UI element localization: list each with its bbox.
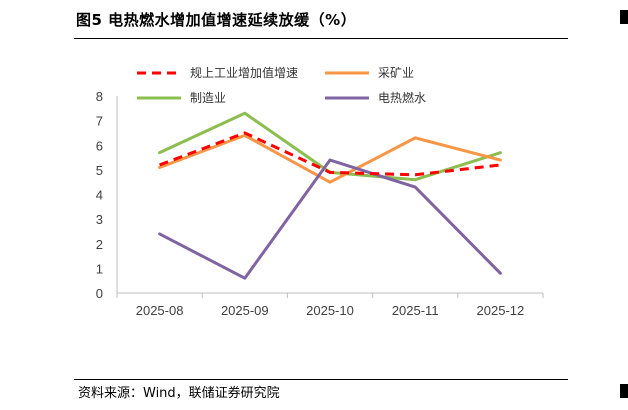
y-tick-labels: 0 1 2 3 4 5 6 7 8 <box>96 89 103 301</box>
series-line-4 <box>158 158 502 280</box>
y-tick-label: 1 <box>96 261 103 276</box>
y-tick-label: 8 <box>96 89 103 104</box>
legend-label: 规上工业增加值增速 <box>190 65 298 80</box>
legend-label: 采矿业 <box>378 66 414 80</box>
source-rule <box>74 379 568 380</box>
legend-label: 制造业 <box>190 91 226 105</box>
y-tick-label: 4 <box>96 188 103 203</box>
source-note: 资料来源：Wind，联储证券研究院 <box>78 386 280 401</box>
y-tick-label: 0 <box>96 286 103 301</box>
edge-mark-top <box>620 10 628 24</box>
y-tick-label: 7 <box>96 114 103 129</box>
title-rule <box>74 38 568 39</box>
x-tick-label: 2025-08 <box>136 303 184 318</box>
x-tick-label: 2025-12 <box>477 303 525 318</box>
series-line-2 <box>158 133 502 184</box>
edge-mark-bottom <box>620 384 628 398</box>
series-lines <box>158 111 502 280</box>
y-tick-label: 2 <box>96 237 103 252</box>
series-line-1 <box>159 131 501 177</box>
y-tick-label: 5 <box>96 163 103 178</box>
figure-title: 图5 电热燃水增加值增速延续放缓（%） <box>76 11 357 29</box>
y-tick-label: 3 <box>96 212 103 227</box>
legend-label: 电热燃水 <box>378 90 426 105</box>
x-tick-labels: 2025-08 2025-09 2025-10 2025-11 2025-12 <box>116 293 544 318</box>
x-tick-label: 2025-11 <box>392 303 439 318</box>
y-tick-label: 6 <box>96 138 103 153</box>
x-tick-label: 2025-10 <box>306 303 354 318</box>
x-tick-label: 2025-09 <box>221 303 269 318</box>
